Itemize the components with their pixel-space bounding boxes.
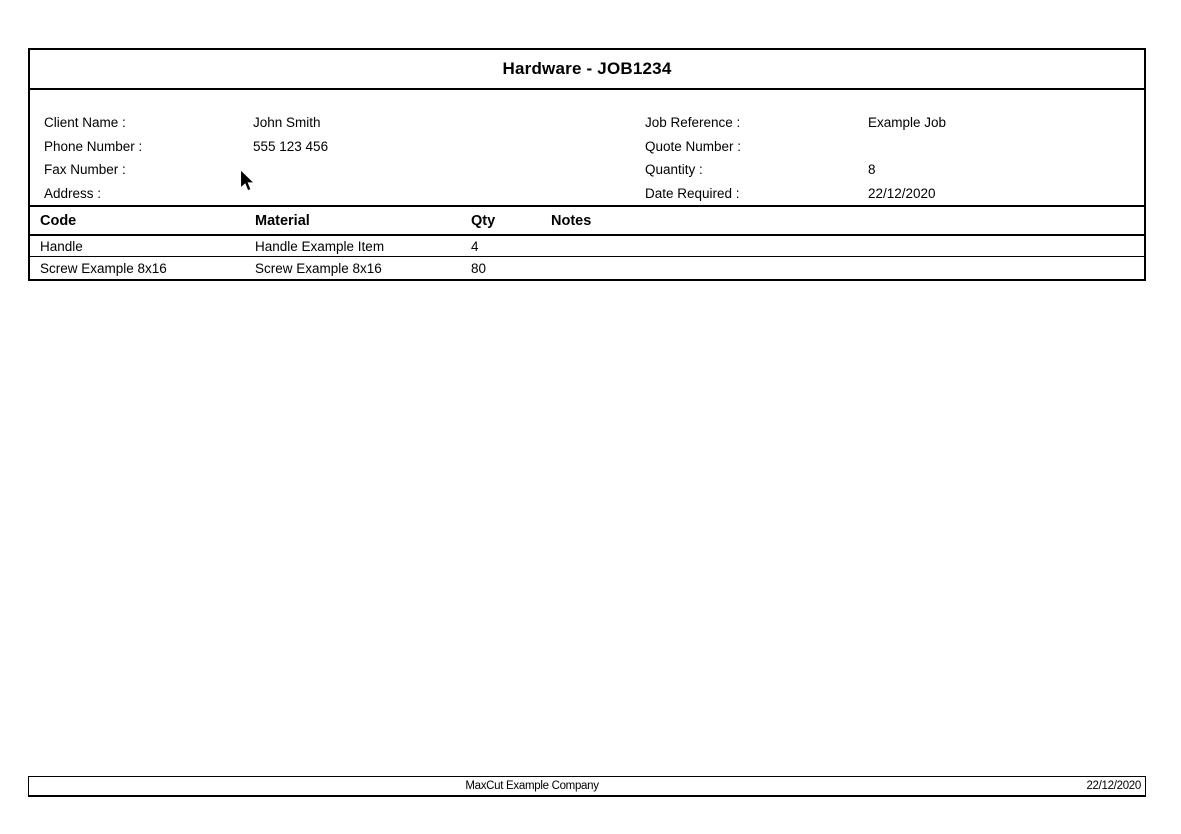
quantity-label: Quantity :: [645, 162, 703, 177]
phone-number-value: 555 123 456: [253, 138, 329, 154]
date-required-value: 22/12/2020: [868, 185, 936, 201]
address-label: Address :: [44, 185, 102, 201]
cell-qty: 4: [471, 238, 479, 254]
cell-code: Handle: [40, 238, 83, 254]
page-title: Hardware - JOB1234: [30, 50, 1144, 90]
phone-number-label: Phone Number :: [44, 138, 143, 154]
quote-number-label: Quote Number :: [645, 138, 742, 154]
col-header-qty: Qty: [471, 212, 496, 229]
table-header-row: Code Material Qty Notes: [30, 207, 1144, 236]
job-reference-value: Example Job: [868, 115, 947, 130]
cell-qty: 80: [471, 260, 487, 276]
fax-number-value: [253, 158, 645, 182]
client-info-section: Client Name : John Smith Job Reference :…: [30, 90, 1144, 207]
quantity-value: 8: [868, 162, 876, 177]
address-value: [253, 182, 645, 206]
client-name-value: John Smith: [253, 115, 321, 130]
job-reference-label: Job Reference :: [645, 115, 741, 130]
table-row: Handle Handle Example Item 4: [30, 236, 1144, 257]
footer-date: 22/12/2020: [1086, 780, 1141, 792]
cell-material: Handle Example Item: [255, 238, 385, 254]
info-row: Phone Number : 555 123 456 Quote Number …: [30, 135, 1144, 159]
col-header-code: Code: [40, 212, 77, 229]
info-row: Address : Date Required : 22/12/2020: [30, 182, 1144, 206]
col-header-notes: Notes: [551, 212, 592, 229]
info-row: Fax Number : Quantity : 8: [30, 158, 1144, 182]
footer-bar: MaxCut Example Company 22/12/2020: [28, 776, 1146, 797]
report-box: Hardware - JOB1234 Client Name : John Sm…: [28, 48, 1146, 281]
table-row: Screw Example 8x16 Screw Example 8x16 80: [30, 257, 1144, 279]
client-name-label: Client Name :: [44, 115, 126, 130]
quote-number-value: [868, 135, 1144, 159]
cell-code: Screw Example 8x16: [40, 260, 167, 276]
footer-company-name: MaxCut Example Company: [465, 780, 599, 792]
cell-material: Screw Example 8x16: [255, 260, 382, 276]
fax-number-label: Fax Number :: [44, 162, 126, 177]
col-header-material: Material: [255, 212, 310, 229]
info-row: Client Name : John Smith Job Reference :…: [30, 111, 1144, 135]
date-required-label: Date Required :: [645, 185, 740, 201]
